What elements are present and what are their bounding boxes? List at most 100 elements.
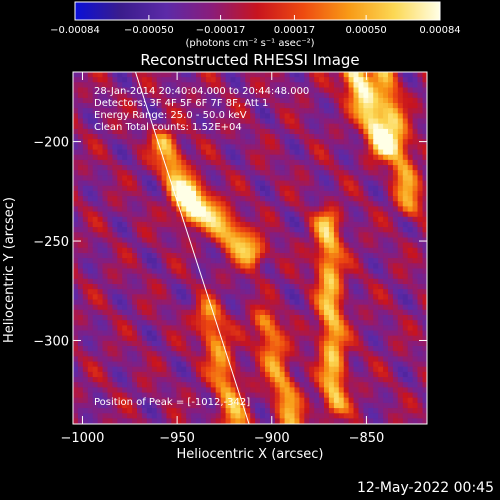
heatmap-cell bbox=[245, 118, 252, 125]
heatmap-cell bbox=[407, 330, 414, 337]
heatmap-cell bbox=[102, 206, 109, 213]
heatmap-cell bbox=[97, 356, 104, 363]
heatmap-cell bbox=[284, 77, 291, 84]
heatmap-cell bbox=[255, 382, 262, 389]
heatmap-cell bbox=[338, 144, 345, 151]
heatmap-cell bbox=[230, 284, 237, 290]
heatmap-cell bbox=[319, 361, 326, 368]
heatmap-cell bbox=[383, 366, 390, 373]
heatmap-cell bbox=[392, 92, 399, 99]
heatmap-cell bbox=[309, 211, 316, 218]
heatmap-cell bbox=[255, 346, 262, 352]
heatmap-cell bbox=[240, 366, 247, 373]
heatmap-cell bbox=[363, 108, 370, 115]
heatmap-cell bbox=[338, 247, 345, 254]
heatmap-cell bbox=[146, 72, 153, 78]
heatmap-cell bbox=[392, 180, 399, 187]
heatmap-cell bbox=[171, 335, 178, 342]
heatmap-cell bbox=[363, 92, 370, 99]
heatmap-cell bbox=[388, 325, 394, 332]
heatmap-cell bbox=[397, 284, 404, 290]
heatmap-cell bbox=[397, 123, 404, 130]
heatmap-cell bbox=[196, 237, 202, 244]
heatmap-cell bbox=[343, 227, 350, 234]
heatmap-cell bbox=[343, 263, 350, 270]
heatmap-cell bbox=[427, 263, 433, 269]
heatmap-cell bbox=[73, 118, 79, 125]
heatmap-cell bbox=[156, 402, 163, 409]
heatmap-cell bbox=[328, 320, 335, 327]
heatmap-cell bbox=[181, 227, 188, 234]
heatmap-cell bbox=[181, 216, 188, 223]
heatmap-cell bbox=[265, 185, 271, 192]
heatmap-cell bbox=[294, 190, 301, 197]
heatmap-cell bbox=[319, 284, 326, 290]
heatmap-cell bbox=[363, 170, 370, 177]
heatmap-cell bbox=[156, 392, 163, 399]
heatmap-cell bbox=[161, 273, 168, 280]
heatmap-cell bbox=[353, 247, 360, 254]
heatmap-cell bbox=[235, 123, 242, 130]
heatmap-cell bbox=[427, 175, 433, 181]
heatmap-cell bbox=[176, 190, 183, 197]
heatmap-cell bbox=[97, 258, 104, 265]
heatmap-cell bbox=[333, 128, 340, 135]
heatmap-cell bbox=[122, 149, 129, 156]
heatmap-cell bbox=[294, 170, 301, 177]
heatmap-cell bbox=[422, 247, 427, 254]
heatmap-cell bbox=[235, 221, 242, 228]
heatmap-cell bbox=[215, 268, 222, 275]
heatmap-cell bbox=[343, 366, 350, 373]
heatmap-cell bbox=[353, 103, 360, 109]
heatmap-cell bbox=[166, 149, 173, 156]
heatmap-cell bbox=[289, 418, 296, 424]
heatmap-cell bbox=[97, 330, 104, 337]
heatmap-cell bbox=[141, 118, 148, 125]
heatmap-cell bbox=[260, 206, 266, 213]
heatmap-cell bbox=[299, 221, 306, 228]
heatmap-cell bbox=[146, 221, 153, 228]
heatmap-cell bbox=[107, 170, 114, 177]
heatmap-cell bbox=[205, 144, 212, 151]
heatmap-cell bbox=[368, 82, 375, 89]
heatmap-cell bbox=[383, 82, 390, 89]
heatmap-cell bbox=[230, 175, 237, 182]
heatmap-cell bbox=[324, 387, 330, 394]
heatmap-cell bbox=[137, 87, 143, 94]
heatmap-cell bbox=[368, 284, 375, 290]
heatmap-cell bbox=[363, 103, 370, 109]
heatmap-cell bbox=[353, 201, 360, 208]
heatmap-cell bbox=[358, 97, 365, 104]
heatmap-cell bbox=[127, 346, 134, 352]
heatmap-cell bbox=[127, 139, 134, 146]
heatmap-cell bbox=[176, 263, 183, 270]
heatmap-cell bbox=[196, 108, 202, 115]
heatmap-cell bbox=[319, 237, 326, 244]
heatmap-cell bbox=[269, 371, 276, 378]
heatmap-cell bbox=[309, 273, 316, 280]
heatmap-cell bbox=[186, 97, 193, 104]
heatmap-cell bbox=[132, 253, 139, 259]
heatmap-cell bbox=[314, 159, 321, 166]
heatmap-cell bbox=[166, 144, 173, 151]
heatmap-cell bbox=[107, 315, 114, 321]
heatmap-cell bbox=[225, 108, 232, 115]
heatmap-cell bbox=[343, 294, 350, 301]
heatmap-cell bbox=[368, 113, 375, 120]
heatmap-cell bbox=[171, 320, 178, 327]
heatmap-cell bbox=[255, 320, 262, 327]
heatmap-cell bbox=[87, 320, 94, 327]
heatmap-cell bbox=[250, 175, 257, 182]
heatmap-cell bbox=[215, 139, 222, 146]
heatmap-cell bbox=[171, 92, 178, 99]
heatmap-cell bbox=[397, 190, 404, 197]
heatmap-cell bbox=[333, 284, 340, 290]
heatmap-cell bbox=[289, 294, 296, 301]
heatmap-cell bbox=[240, 418, 247, 424]
heatmap-cell bbox=[319, 387, 326, 394]
heatmap-cell bbox=[205, 97, 212, 104]
heatmap-cell bbox=[117, 211, 124, 218]
heatmap-cell bbox=[215, 387, 222, 394]
heatmap-cell bbox=[87, 97, 94, 104]
heatmap-cell bbox=[388, 366, 394, 373]
